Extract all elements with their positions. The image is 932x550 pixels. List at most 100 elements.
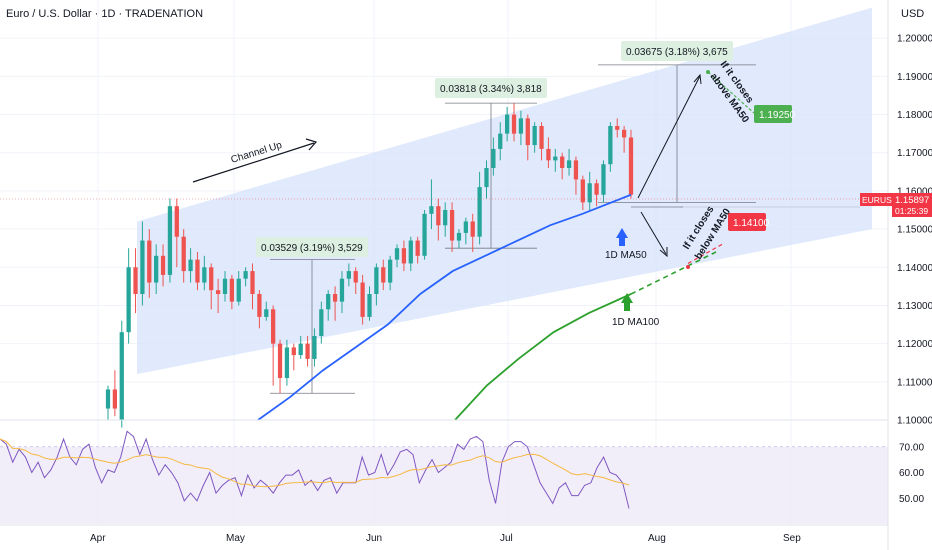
rsi-tick-label: 70.00 xyxy=(899,442,924,453)
candle-up xyxy=(477,187,482,237)
candle-up xyxy=(202,267,207,283)
down-projection-arrow xyxy=(640,211,667,255)
candle-down xyxy=(174,206,179,237)
candle-down xyxy=(209,267,214,291)
candle-up xyxy=(498,133,503,149)
candle-up xyxy=(105,389,111,409)
down-arrow-head xyxy=(659,247,668,258)
candle-down xyxy=(470,221,475,237)
candle-down xyxy=(360,282,365,317)
price-tick-label: 1.16000 xyxy=(897,186,932,197)
price-tick-label: 1.13000 xyxy=(897,301,932,312)
candle-up xyxy=(553,156,558,161)
candle-down xyxy=(229,278,235,302)
candle-down xyxy=(250,271,255,294)
candle-up xyxy=(188,259,193,272)
candle-up xyxy=(339,278,345,302)
candle-up xyxy=(319,309,324,336)
candle-down xyxy=(573,160,579,180)
candle-up xyxy=(491,148,496,168)
time-axis[interactable]: Apr May Jun Jul Aug Sep xyxy=(90,533,801,544)
ma100-arrow-icon xyxy=(621,293,633,311)
price-tick-label: 1.15000 xyxy=(897,225,932,236)
candle-up xyxy=(484,168,489,188)
candle-up xyxy=(119,332,124,420)
candle-up xyxy=(463,221,468,233)
candle-up xyxy=(608,126,613,165)
candle-down xyxy=(436,206,441,226)
target-up-badge xyxy=(754,105,792,123)
candle-down xyxy=(511,114,517,134)
ma100-label: 1D MA100 xyxy=(612,317,660,328)
currency-label: USD xyxy=(901,8,924,20)
candle-up xyxy=(388,259,393,283)
ma100-line xyxy=(454,293,632,421)
time-tick-label: Apr xyxy=(90,533,106,544)
measure-label: 0.03529 (3.19%) 3,529 xyxy=(261,243,363,254)
candle-down xyxy=(277,343,283,378)
ma50-label: 1D MA50 xyxy=(605,250,647,261)
candle-up xyxy=(326,294,331,310)
target-down-badge xyxy=(728,213,766,231)
candle-up xyxy=(284,347,290,378)
symbol-title[interactable]: Euro / U.S. Dollar · 1D · TRADENATION xyxy=(6,8,203,20)
time-tick-label: Jun xyxy=(366,533,382,544)
candle-down xyxy=(147,240,152,283)
candle-down xyxy=(381,267,386,283)
measure-label-box xyxy=(435,78,547,98)
candle-down xyxy=(305,343,310,359)
price-tick-label: 1.11000 xyxy=(897,377,932,388)
price-tick-label: 1.17000 xyxy=(897,148,932,159)
price-tick-label: 1.12000 xyxy=(897,339,932,350)
rsi-pane xyxy=(0,430,888,524)
rsi-ma-line xyxy=(0,438,630,488)
time-tick-label: Aug xyxy=(648,533,666,544)
price-axis[interactable]: 1.20000 1.19000 1.18000 1.17000 1.16000 1.150… xyxy=(897,34,932,505)
candle-down xyxy=(415,240,420,256)
candle-up xyxy=(154,255,159,283)
candle-down xyxy=(215,290,221,294)
candle-up xyxy=(236,278,241,302)
target-down-label: 1.14100 xyxy=(733,218,770,229)
rsi-band xyxy=(0,446,888,524)
candle-down xyxy=(353,271,358,283)
channel-arrow-line xyxy=(192,142,315,183)
candle-up xyxy=(394,248,400,260)
measure-label: 0.03675 (3.18%) 3,675 xyxy=(626,47,728,58)
price-tag-bg xyxy=(892,193,932,217)
candle-down xyxy=(401,248,407,264)
candle-down xyxy=(257,294,262,317)
candle-up xyxy=(422,213,427,256)
candle-down xyxy=(580,179,585,203)
candle-down xyxy=(449,210,455,241)
last-price-value: 1.15897 xyxy=(895,195,929,206)
candle-up xyxy=(346,271,351,279)
candle-down xyxy=(525,118,530,146)
down-target-dot xyxy=(686,265,690,269)
candle-up xyxy=(408,240,413,264)
price-tick-label: 1.14000 xyxy=(897,263,932,274)
candle-down xyxy=(546,148,551,161)
rsi-tick-label: 60.00 xyxy=(899,468,924,479)
candle-up xyxy=(601,164,606,195)
candle-down xyxy=(160,255,166,275)
candle-up xyxy=(167,206,173,275)
candle-down xyxy=(560,156,565,168)
channel-arrow-head xyxy=(305,138,318,151)
candle-down xyxy=(271,309,276,344)
candle-down xyxy=(594,183,599,195)
candle-down xyxy=(181,236,186,272)
measure-label-box xyxy=(621,41,733,61)
candle-up xyxy=(222,278,228,294)
price-tick-label: 1.10000 xyxy=(897,416,932,427)
candle-down xyxy=(615,126,620,130)
candle-up xyxy=(264,309,269,317)
last-price-tag[interactable]: EURUSD 1.15897 01:25:39 xyxy=(860,193,932,217)
ma100-projection xyxy=(630,251,717,295)
moving-averages xyxy=(257,193,723,421)
candle-down xyxy=(332,294,338,302)
target-up-label: 1.19250 xyxy=(759,110,796,121)
candle-down xyxy=(539,126,544,149)
up-arrow-head xyxy=(693,73,702,85)
